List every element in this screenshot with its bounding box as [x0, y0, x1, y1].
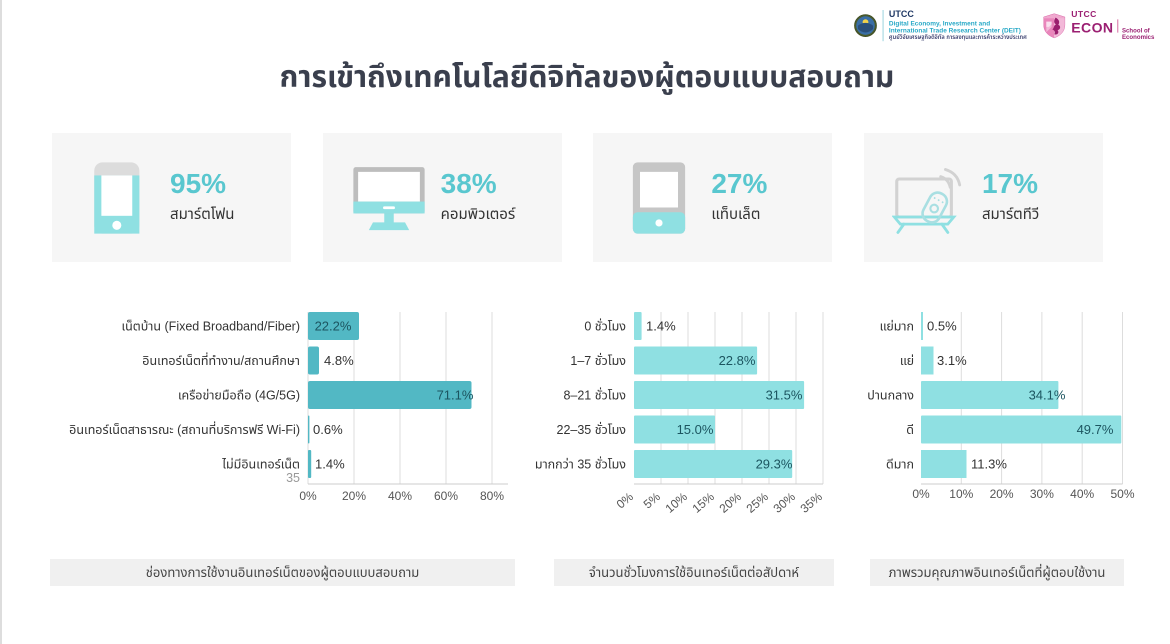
- svg-text:22.8%: 22.8%: [719, 353, 756, 368]
- svg-text:1–7 ชั่วโมง: 1–7 ชั่วโมง: [570, 353, 626, 368]
- svg-text:0 ชั่วโมง: 0 ชั่วโมง: [584, 318, 626, 333]
- svg-text:3.1%: 3.1%: [937, 353, 967, 368]
- svg-text:11.3%: 11.3%: [971, 457, 1007, 472]
- svg-text:40%: 40%: [1070, 487, 1094, 501]
- svg-text:71.1%: 71.1%: [437, 388, 474, 403]
- svg-text:0%: 0%: [299, 489, 317, 503]
- svg-text:อินเทอร์เน็ตที่ทำงาน/สถานศึกษา: อินเทอร์เน็ตที่ทำงาน/สถานศึกษา: [142, 352, 300, 368]
- svg-text:35%: 35%: [798, 489, 826, 515]
- svg-text:0.5%: 0.5%: [927, 319, 957, 334]
- svg-text:80%: 80%: [480, 489, 504, 503]
- svg-text:1.4%: 1.4%: [646, 319, 676, 334]
- svg-text:ไม่มีอินเทอร์เน็ต: ไม่มีอินเทอร์เน็ต: [221, 458, 300, 472]
- svg-text:ปานกลาง: ปานกลาง: [867, 389, 914, 403]
- svg-text:35: 35: [286, 471, 300, 485]
- svg-text:0%: 0%: [912, 487, 930, 501]
- svg-text:แย่: แย่: [900, 354, 914, 368]
- svg-text:29.3%: 29.3%: [756, 457, 793, 472]
- svg-text:20%: 20%: [342, 489, 366, 503]
- svg-text:10%: 10%: [663, 489, 691, 515]
- svg-text:เครือข่ายมือถือ (4G/5G): เครือข่ายมือถือ (4G/5G): [178, 389, 300, 403]
- svg-text:30%: 30%: [1030, 487, 1054, 501]
- svg-text:เน็ตบ้าน (Fixed Broadband/Fibe: เน็ตบ้าน (Fixed Broadband/Fiber): [122, 320, 300, 334]
- svg-text:50%: 50%: [1110, 487, 1134, 501]
- svg-text:อินเทอร์เน็ตสาธารณะ (สถานที่บร: อินเทอร์เน็ตสาธารณะ (สถานที่บริการฟรี Wi…: [69, 421, 300, 437]
- svg-text:30%: 30%: [771, 489, 799, 515]
- svg-text:1.4%: 1.4%: [315, 457, 345, 472]
- svg-text:มากกว่า 35 ชั่วโมง: มากกว่า 35 ชั่วโมง: [535, 456, 626, 471]
- svg-text:22.2%: 22.2%: [315, 319, 352, 334]
- svg-text:15.0%: 15.0%: [677, 422, 714, 437]
- svg-text:0.6%: 0.6%: [313, 422, 343, 437]
- svg-text:22–35 ชั่วโมง: 22–35 ชั่วโมง: [557, 422, 627, 437]
- svg-text:10%: 10%: [949, 487, 973, 501]
- svg-text:8–21 ชั่วโมง: 8–21 ชั่วโมง: [563, 387, 626, 402]
- svg-text:31.5%: 31.5%: [766, 388, 803, 403]
- svg-text:4.8%: 4.8%: [324, 353, 354, 368]
- svg-text:ดีมาก: ดีมาก: [886, 458, 914, 472]
- svg-text:แย่มาก: แย่มาก: [880, 320, 914, 334]
- svg-text:25%: 25%: [744, 489, 772, 515]
- svg-text:0%: 0%: [614, 489, 637, 511]
- svg-text:5%: 5%: [641, 489, 664, 511]
- svg-text:49.7%: 49.7%: [1077, 422, 1114, 437]
- svg-text:ดี: ดี: [906, 423, 914, 437]
- svg-text:20%: 20%: [990, 487, 1014, 501]
- svg-text:34.1%: 34.1%: [1029, 388, 1066, 403]
- svg-text:20%: 20%: [717, 489, 745, 515]
- svg-text:15%: 15%: [690, 489, 718, 515]
- svg-text:60%: 60%: [434, 489, 458, 503]
- svg-text:40%: 40%: [388, 489, 412, 503]
